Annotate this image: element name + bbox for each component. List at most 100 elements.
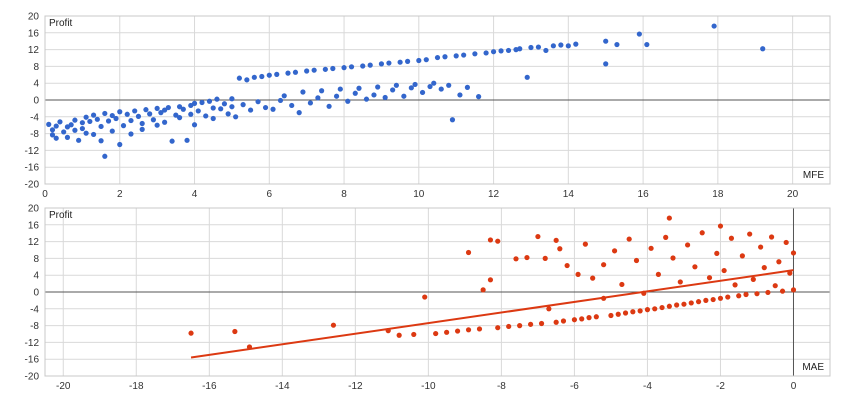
- data-point: [188, 330, 194, 336]
- data-point: [180, 106, 186, 112]
- data-point: [251, 74, 257, 80]
- data-point: [162, 119, 168, 125]
- x-tick-label: 0: [42, 189, 48, 200]
- data-point: [64, 134, 71, 140]
- y-tick-label: 8: [33, 62, 39, 73]
- data-point: [513, 256, 519, 262]
- y-tick-label: 4: [33, 79, 39, 90]
- y-tick-label: 12: [28, 45, 40, 56]
- data-point: [714, 250, 720, 256]
- data-point: [565, 43, 571, 49]
- data-point: [262, 104, 269, 111]
- x-tick-label: 8: [341, 189, 347, 200]
- data-point: [416, 57, 422, 64]
- data-point: [285, 70, 291, 76]
- data-point: [495, 325, 501, 331]
- y-tick-label: -12: [25, 146, 40, 157]
- data-point: [622, 310, 629, 316]
- data-point: [109, 112, 115, 119]
- data-point: [300, 89, 306, 95]
- data-point: [760, 46, 766, 52]
- data-point: [266, 72, 272, 78]
- data-point: [681, 301, 687, 307]
- data-point: [98, 123, 104, 130]
- data-point: [648, 245, 654, 251]
- data-point: [255, 99, 261, 105]
- data-point: [195, 108, 201, 114]
- data-point: [487, 237, 494, 243]
- data-point: [498, 48, 504, 54]
- data-point: [633, 257, 640, 264]
- data-point: [464, 84, 471, 90]
- data-point: [699, 230, 705, 236]
- data-point: [423, 57, 429, 63]
- y-tick-label: 8: [33, 254, 39, 265]
- data-point: [371, 92, 377, 98]
- data-point: [375, 84, 381, 90]
- data-point: [538, 320, 545, 327]
- data-point: [765, 289, 771, 296]
- data-point: [603, 61, 609, 67]
- data-point: [542, 255, 548, 261]
- data-point: [128, 117, 134, 124]
- x-tick-label: -10: [421, 381, 436, 392]
- x-tick-label: 4: [192, 189, 198, 200]
- data-point: [433, 330, 439, 337]
- data-point: [188, 111, 194, 117]
- data-point: [590, 275, 596, 281]
- data-point: [378, 61, 385, 67]
- data-point: [483, 50, 489, 56]
- data-point: [139, 126, 145, 132]
- data-point: [341, 65, 347, 71]
- data-point: [53, 123, 59, 129]
- data-point: [550, 43, 556, 49]
- data-point: [68, 122, 74, 128]
- data-point: [557, 246, 563, 252]
- data-point: [83, 114, 89, 120]
- data-point: [246, 344, 253, 350]
- y-tick-label: -8: [30, 321, 39, 332]
- data-point: [427, 83, 433, 90]
- x-axis-label: MFE: [803, 170, 824, 181]
- data-point: [487, 277, 494, 283]
- data-point: [176, 104, 183, 110]
- data-point: [457, 92, 463, 98]
- data-point: [644, 41, 650, 48]
- y-tick-label: -16: [25, 355, 40, 366]
- data-point: [83, 130, 89, 136]
- data-point: [637, 308, 643, 314]
- data-point: [173, 112, 179, 118]
- data-point: [221, 101, 228, 107]
- data-point: [386, 60, 392, 66]
- x-tick-label: 6: [267, 189, 273, 200]
- data-point: [105, 118, 112, 124]
- y-tick-label: -12: [25, 338, 40, 349]
- data-point: [524, 74, 530, 80]
- data-point: [666, 303, 672, 309]
- data-point: [449, 117, 456, 123]
- data-point: [393, 82, 399, 88]
- data-point: [575, 271, 581, 277]
- data-point: [147, 111, 153, 117]
- data-point: [109, 128, 115, 134]
- data-point: [710, 296, 716, 303]
- mfe-profit-chart: -20 -16 -12 -8 -4 0 4 8 12 16 20 0 2 4 6 8 10 12 14 16 18 20 P…: [25, 12, 831, 200]
- x-tick-label: 16: [638, 189, 650, 200]
- data-point: [120, 123, 127, 129]
- data-point: [615, 311, 621, 317]
- y-tick-label: -8: [30, 129, 39, 140]
- data-point: [61, 129, 67, 135]
- data-point: [326, 103, 332, 109]
- data-point: [505, 47, 512, 54]
- data-point: [553, 237, 559, 243]
- data-point: [446, 82, 452, 88]
- y-tick-label: -4: [30, 304, 39, 315]
- data-point: [476, 94, 482, 100]
- data-point: [480, 287, 486, 293]
- data-point: [747, 231, 753, 237]
- data-point: [677, 279, 683, 285]
- data-point: [117, 109, 123, 115]
- data-point: [732, 282, 738, 288]
- y-tick-label: 20: [28, 204, 40, 215]
- data-point: [367, 62, 373, 68]
